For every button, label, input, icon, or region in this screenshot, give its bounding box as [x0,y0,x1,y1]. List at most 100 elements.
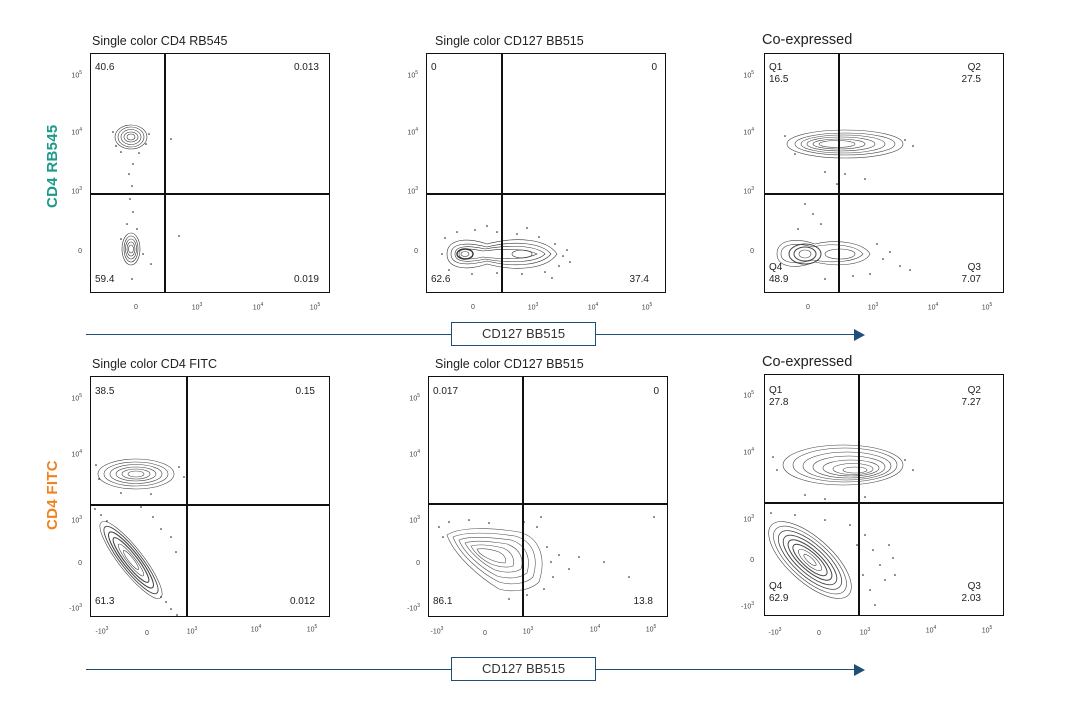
x-tick-label: 105 [981,302,993,312]
y-tick-label: -103 [741,601,754,611]
quadrant-ul-value: 40.6 [95,62,115,73]
x-tick-label: 105 [645,624,657,634]
x-tick-label: 104 [250,624,262,634]
plot-area: 38.5 0.15 61.3 0.012 [90,376,330,617]
plot-area: 0.017 0 86.1 13.8 [428,376,668,617]
quadrant-ll-name: Q4 [769,581,783,592]
x-tick-label: 103 [522,626,534,636]
quadrant-gate-horizontal[interactable] [91,504,329,506]
y-tick-label: 105 [743,390,754,400]
arrow-right-icon [854,329,865,341]
y-tick-label: 0 [416,560,420,567]
quadrant-ll-value: 61.3 [95,596,115,607]
quadrant-lr-name: Q3 [967,262,981,273]
x-tick-label: -103 [95,626,109,636]
quadrant-gate-vertical[interactable] [501,54,503,292]
plot-title: Single color CD127 BB515 [435,357,584,371]
row1-y-axis-label: CD4 RB545 [44,124,61,208]
quadrant-gate-vertical[interactable] [164,54,166,292]
quadrant-ll-value: 62.9 [769,593,789,604]
y-tick-label: 103 [407,186,418,196]
x-tick-label: 0 [145,630,149,637]
quadrant-ul-name: Q1 [769,62,783,73]
x-tick-label: 0 [817,630,821,637]
quadrant-ll-value: 62.6 [431,274,451,285]
y-tick-label: 103 [71,515,82,525]
quadrant-lr-name: Q3 [967,581,981,592]
x-tick-label: 103 [191,302,203,312]
quadrant-ur-value: 27.5 [961,74,981,85]
quadrant-ll-value: 48.9 [769,274,789,285]
x-tick-label: 105 [309,302,321,312]
y-tick-label: 0 [78,248,82,255]
quadrant-ur-value: 7.27 [961,397,981,408]
y-tick-label: 104 [407,127,418,137]
quadrant-gate-horizontal[interactable] [91,193,329,195]
quadrant-ul-value: 16.5 [769,74,789,85]
quadrant-gate-horizontal[interactable] [429,503,667,505]
x-tick-label: 105 [641,302,653,312]
x-tick-label: 103 [859,627,871,637]
arrow-right-icon [854,664,865,676]
quadrant-ll-name: Q4 [769,262,783,273]
plot-area: Q1 27.8 Q2 7.27 Q4 62.9 Q3 2.03 [764,374,1004,616]
quadrant-gate-vertical[interactable] [186,377,188,616]
quadrant-lr-value: 13.8 [633,596,653,607]
x-tick-label: 104 [925,625,937,635]
quadrant-lr-value: 2.03 [961,593,981,604]
x-tick-label: 0 [483,630,487,637]
y-tick-label: 105 [743,70,754,80]
contour-density [768,444,914,606]
contour-density [776,129,914,280]
quadrant-ur-value: 0 [653,386,659,397]
x-tick-label: 103 [186,626,198,636]
quadrant-ll-value: 86.1 [433,596,453,607]
x-tick-label: 103 [527,302,539,312]
x-tick-label: 104 [927,302,939,312]
y-tick-label: 104 [743,447,754,457]
quadrant-ul-value: 27.8 [769,397,789,408]
quadrant-gate-vertical[interactable] [838,54,840,292]
quadrant-gate-vertical[interactable] [858,375,860,615]
quadrant-gate-horizontal[interactable] [427,193,665,195]
x-tick-label: 103 [867,302,879,312]
x-tick-label: 0 [806,304,810,311]
x-tick-label: 0 [471,304,475,311]
quadrant-ul-value: 0.017 [433,386,459,397]
quadrant-lr-value: 0.019 [293,274,319,285]
y-tick-label: 0 [78,560,82,567]
plot-area: 0 0 62.6 37.4 [426,53,666,293]
y-tick-label: 104 [409,449,420,459]
contour-density [112,124,180,280]
y-tick-label: 103 [743,186,754,196]
quadrant-ul-value: 0 [431,62,437,73]
y-tick-label: 104 [71,127,82,137]
plot-area: 40.6 0.013 59.4 0.019 [90,53,330,293]
quadrant-lr-value: 37.4 [629,274,649,285]
quadrant-ll-value: 59.4 [95,274,115,285]
quadrant-ul-name: Q1 [769,385,783,396]
y-tick-label: 0 [414,248,418,255]
y-tick-label: 105 [71,70,82,80]
quadrant-gate-vertical[interactable] [522,377,524,616]
plot-title: Single color CD127 BB515 [435,34,584,48]
quadrant-gate-horizontal[interactable] [765,502,1003,504]
y-tick-label: 105 [407,70,418,80]
y-tick-label: 103 [71,186,82,196]
quadrant-ul-value: 38.5 [95,386,115,397]
quadrant-ur-value: 0.013 [293,62,319,73]
y-tick-label: 103 [743,514,754,524]
x-tick-label: 104 [252,302,264,312]
x-tick-label: 105 [306,624,318,634]
plot-title: Single color CD4 FITC [92,357,218,371]
plot-title: Single color CD4 RB545 [92,34,228,48]
quadrant-ur-value: 0.15 [295,386,315,397]
plot-area: Q1 16.5 Q2 27.5 Q4 48.9 Q3 7.07 [764,53,1004,293]
y-tick-label: -103 [407,603,420,613]
y-tick-label: 0 [750,557,754,564]
x-tick-label: 0 [134,304,138,311]
quadrant-gate-horizontal[interactable] [765,193,1003,195]
x-tick-label: 104 [587,302,599,312]
y-tick-label: 0 [750,248,754,255]
y-tick-label: 104 [743,127,754,137]
